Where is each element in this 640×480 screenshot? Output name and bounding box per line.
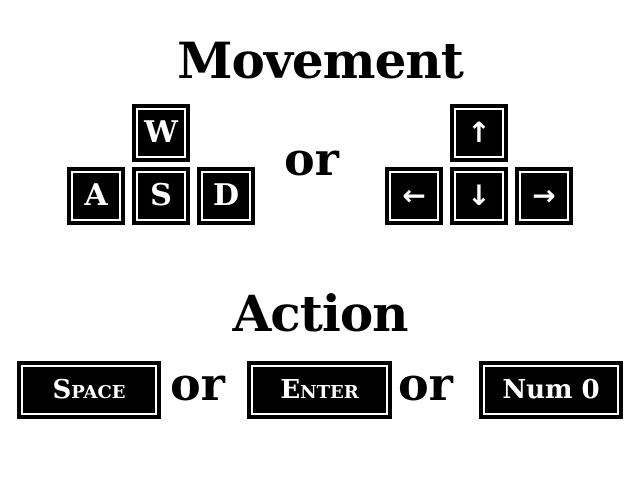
key-w: W: [132, 104, 190, 162]
movement-heading: Movement: [177, 31, 464, 90]
key-d-label: D: [212, 178, 239, 213]
or-action-label-2: or: [398, 357, 453, 411]
key-space-label: Space: [52, 375, 126, 405]
key-s: S: [132, 167, 190, 225]
key-num0: Num 0: [479, 361, 623, 419]
arrow-left-icon: ←: [402, 179, 426, 212]
key-num0-label: Num 0: [502, 375, 600, 405]
arrow-right-icon: →: [532, 179, 556, 212]
key-enter-label: Enter: [280, 375, 359, 405]
key-right-arrow: →: [515, 167, 573, 225]
or-action-label-1: or: [170, 357, 225, 411]
key-up-arrow: ↑: [450, 104, 508, 162]
key-a: A: [67, 167, 125, 225]
key-w-label: W: [144, 115, 178, 150]
key-down-arrow: ↓: [450, 167, 508, 225]
key-a-label: A: [84, 178, 108, 213]
key-enter: Enter: [247, 361, 392, 419]
or-movement-label: or: [284, 132, 339, 186]
arrow-down-icon: ↓: [467, 179, 491, 212]
action-heading: Action: [232, 284, 408, 343]
key-d: D: [197, 167, 255, 225]
key-s-label: S: [150, 178, 172, 213]
key-left-arrow: ←: [385, 167, 443, 225]
key-space: Space: [17, 361, 161, 419]
arrow-up-icon: ↑: [467, 116, 491, 149]
